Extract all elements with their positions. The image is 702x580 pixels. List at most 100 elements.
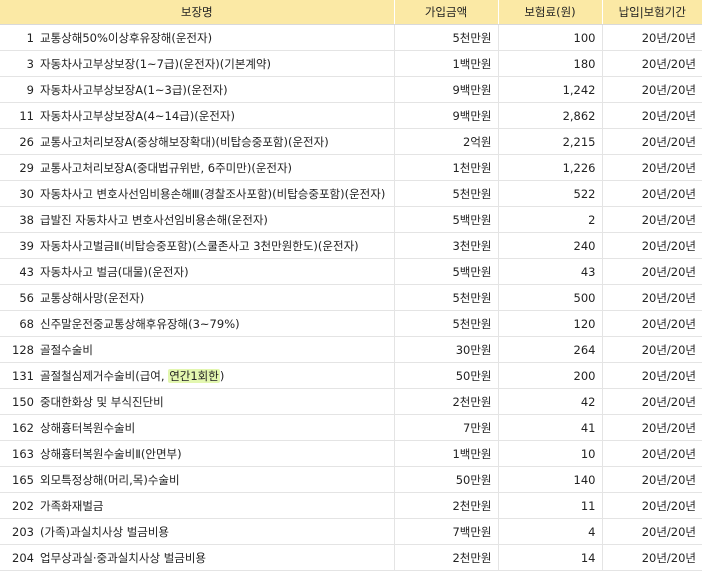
coverage-number: 131 — [12, 368, 34, 383]
amount-cell: 2천만원 — [394, 492, 499, 519]
amount-cell: 1백만원 — [394, 50, 499, 77]
coverage-name-cell: 162 상해흉터복원수술비 — [0, 414, 395, 441]
period-cell: 20년/20년 — [602, 258, 702, 285]
table-row: 56 교통상해사망(운전자) 5천만원 500 20년/20년 — [0, 284, 702, 311]
table-row: 163 상해흉터복원수술비Ⅱ(안면부) 1백만원 10 20년/20년 — [0, 440, 702, 467]
coverage-number: 162 — [12, 420, 34, 435]
period-cell: 20년/20년 — [602, 336, 702, 363]
table-row: 30 자동차사고 변호사선임비용손해Ⅲ(경찰조사포함)(비탑승중포함)(운전자) 5… — [0, 180, 702, 207]
period-cell: 20년/20년 — [602, 310, 702, 337]
table-row: 43 자동차사고 벌금(대물)(운전자) 5백만원 43 20년/20년 — [0, 258, 702, 285]
amount-cell: 5천만원 — [394, 310, 499, 337]
table-row: 203 (가족)과실치사상 벌금비용 7백만원 4 20년/20년 — [0, 518, 702, 545]
period-cell: 20년/20년 — [602, 128, 702, 155]
coverage-name-cell: 26 교통사고처리보장A(중상해보장확대)(비탑승중포함)(운전자) — [0, 128, 395, 155]
coverage-name: 가족화재벌금 — [40, 498, 104, 513]
table-row: 165 외모특정상해(머리,목)수술비 50만원 140 20년/20년 — [0, 466, 702, 493]
period-cell: 20년/20년 — [602, 544, 702, 571]
premium-cell: 1,242 — [498, 76, 603, 103]
header-amount: 가입금액 — [394, 0, 499, 25]
coverage-name: 자동차사고부상보장A(1~3급)(운전자) — [40, 82, 228, 97]
period-cell: 20년/20년 — [602, 466, 702, 493]
amount-cell: 5백만원 — [394, 206, 499, 233]
amount-cell: 50만원 — [394, 362, 499, 389]
premium-cell: 264 — [498, 336, 603, 363]
coverage-name-cell: 56 교통상해사망(운전자) — [0, 284, 395, 311]
amount-cell: 9백만원 — [394, 76, 499, 103]
table-row: 131 골절철심제거수술비(급여, 연간1회한) 50만원 200 20년/20년 — [0, 362, 702, 389]
premium-cell: 2,215 — [498, 128, 603, 155]
coverage-name-cell: 203 (가족)과실치사상 벌금비용 — [0, 518, 395, 545]
header-premium: 보험료(원) — [498, 0, 603, 25]
table-row: 202 가족화재벌금 2천만원 11 20년/20년 — [0, 492, 702, 519]
coverage-name: 상해흉터복원수술비 — [40, 420, 136, 435]
coverage-number: 56 — [19, 290, 34, 305]
amount-cell: 9백만원 — [394, 102, 499, 129]
premium-cell: 120 — [498, 310, 603, 337]
coverage-name-cell: 131 골절철심제거수술비(급여, 연간1회한) — [0, 362, 395, 389]
coverage-name-cell: 9 자동차사고부상보장A(1~3급)(운전자) — [0, 76, 395, 103]
table-row: 26 교통사고처리보장A(중상해보장확대)(비탑승중포함)(운전자) 2억원 2,21… — [0, 128, 702, 155]
coverage-name-cell: 68 신주말운전중교통상해후유장해(3~79%) — [0, 310, 395, 337]
coverage-number: 43 — [19, 264, 34, 279]
table-row: 150 중대한화상 및 부식진단비 2천만원 42 20년/20년 — [0, 388, 702, 415]
coverage-name: 신주말운전중교통상해후유장해(3~79%) — [40, 316, 240, 331]
coverage-number: 38 — [19, 212, 34, 227]
table-row: 11 자동차사고부상보장A(4~14급)(운전자) 9백만원 2,862 20년/20년 — [0, 102, 702, 129]
coverage-name-cell: 165 외모특정상해(머리,목)수술비 — [0, 466, 395, 493]
amount-cell: 7백만원 — [394, 518, 499, 545]
coverage-name-cell: 163 상해흉터복원수술비Ⅱ(안면부) — [0, 440, 395, 467]
premium-cell: 43 — [498, 258, 603, 285]
amount-cell: 5천만원 — [394, 180, 499, 207]
header-coverage-name: 보장명 — [0, 0, 395, 25]
coverage-number: 26 — [19, 134, 34, 149]
table-body: 1 교통상해50%이상후유장해(운전자) 5천만원 100 20년/20년 3 자동차사고부… — [0, 24, 702, 571]
period-cell: 20년/20년 — [602, 362, 702, 389]
coverage-name: 골절수술비 — [40, 342, 93, 357]
premium-cell: 180 — [498, 50, 603, 77]
premium-cell: 4 — [498, 518, 603, 545]
period-cell: 20년/20년 — [602, 388, 702, 415]
period-cell: 20년/20년 — [602, 50, 702, 77]
table-row: 9 자동차사고부상보장A(1~3급)(운전자) 9백만원 1,242 20년/20년 — [0, 76, 702, 103]
coverage-number: 3 — [26, 56, 34, 71]
coverage-number: 128 — [12, 342, 34, 357]
coverage-number: 150 — [12, 394, 34, 409]
coverage-number: 30 — [19, 186, 34, 201]
period-cell: 20년/20년 — [602, 232, 702, 259]
period-cell: 20년/20년 — [602, 440, 702, 467]
coverage-name-cell: 3 자동차사고부상보장(1~7급)(운전자)(기본계약) — [0, 50, 395, 77]
premium-cell: 11 — [498, 492, 603, 519]
period-cell: 20년/20년 — [602, 518, 702, 545]
coverage-name: 자동차사고부상보장A(4~14급)(운전자) — [40, 108, 235, 123]
premium-cell: 500 — [498, 284, 603, 311]
premium-cell: 140 — [498, 466, 603, 493]
coverage-name: 교통사고처리보장A(중상해보장확대)(비탑승중포함)(운전자) — [40, 134, 329, 149]
coverage-name: 자동차사고 변호사선임비용손해Ⅲ(경찰조사포함)(비탑승중포함)(운전자) — [40, 186, 386, 201]
coverage-name: 상해흉터복원수술비Ⅱ(안면부) — [40, 446, 182, 461]
table-row: 29 교통사고처리보장A(중대법규위반, 6주미만)(운전자) 1천만원 1,226 2… — [0, 154, 702, 181]
amount-cell: 2억원 — [394, 128, 499, 155]
coverage-name-cell: 38 급발진 자동차사고 변호사선임비용손해(운전자) — [0, 206, 395, 233]
premium-cell: 100 — [498, 24, 603, 51]
amount-cell: 5천만원 — [394, 284, 499, 311]
coverage-name-cell: 128 골절수술비 — [0, 336, 395, 363]
period-cell: 20년/20년 — [602, 180, 702, 207]
coverage-number: 203 — [12, 524, 34, 539]
table-row: 128 골절수술비 30만원 264 20년/20년 — [0, 336, 702, 363]
premium-cell: 42 — [498, 388, 603, 415]
table-row: 162 상해흉터복원수술비 7만원 41 20년/20년 — [0, 414, 702, 441]
premium-cell: 1,226 — [498, 154, 603, 181]
table-row: 1 교통상해50%이상후유장해(운전자) 5천만원 100 20년/20년 — [0, 24, 702, 51]
amount-cell: 1백만원 — [394, 440, 499, 467]
amount-cell: 7만원 — [394, 414, 499, 441]
coverage-name-cell: 150 중대한화상 및 부식진단비 — [0, 388, 395, 415]
period-cell: 20년/20년 — [602, 492, 702, 519]
coverage-name: 자동차사고부상보장(1~7급)(운전자)(기본계약) — [40, 56, 272, 71]
coverage-name: 중대한화상 및 부식진단비 — [40, 394, 164, 409]
coverage-number: 39 — [19, 238, 34, 253]
premium-cell: 10 — [498, 440, 603, 467]
coverage-name-suffix: ) — [219, 368, 225, 383]
table-row: 38 급발진 자동차사고 변호사선임비용손해(운전자) 5백만원 2 20년/20년 — [0, 206, 702, 233]
